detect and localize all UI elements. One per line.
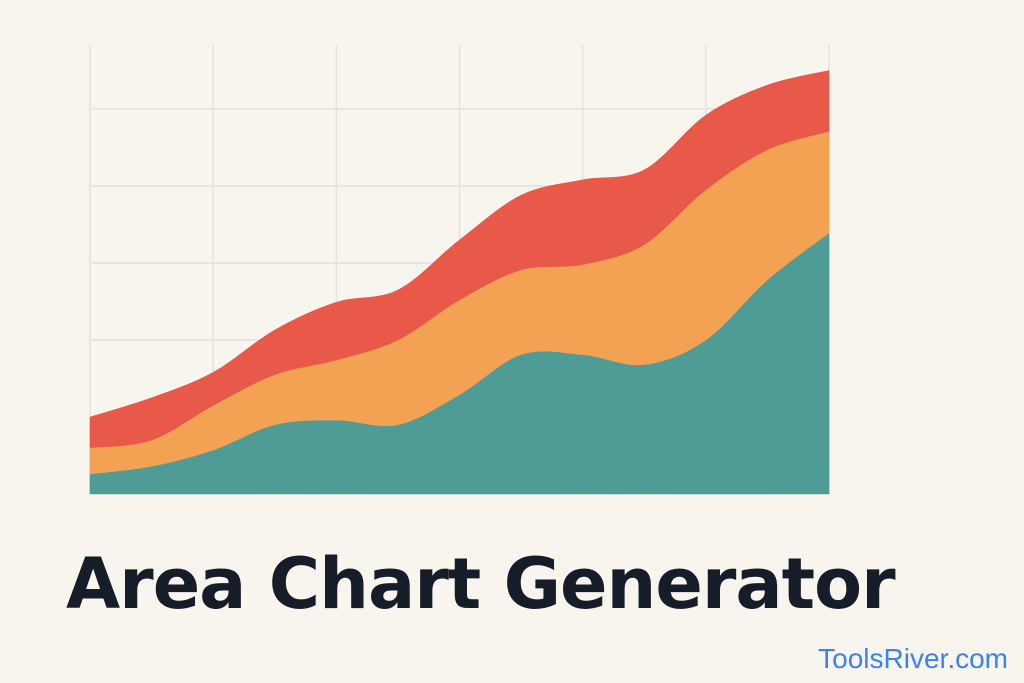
chart-title: Area Chart Generator [66, 543, 896, 625]
area-2 [89, 70, 830, 449]
brand: ToolsRiver.com [818, 643, 1008, 674]
areas [89, 70, 830, 495]
